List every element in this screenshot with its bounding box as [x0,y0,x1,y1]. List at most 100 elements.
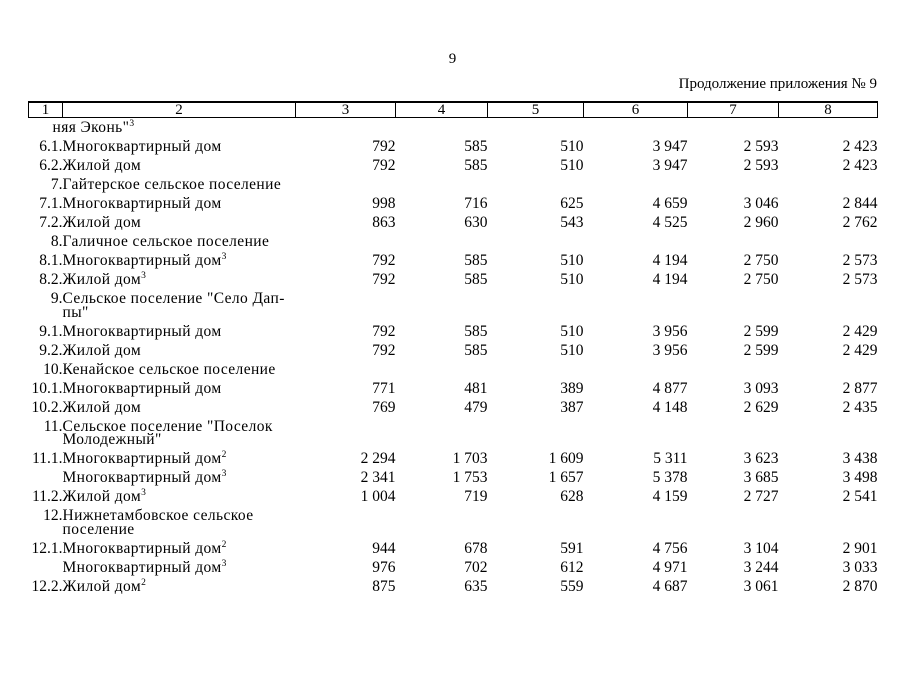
value-cell: 4 756 [652,539,688,557]
row-number: 9.2. [39,341,63,359]
table-row: 8.1. Многоквартирный дом3 792 585 510 4 194 2 … [29,251,878,270]
table-row: 7.1. Многоквартирный дом 998 716 625 4 659 3 0… [29,194,877,213]
value-cell: 2 750 [743,252,779,269]
row-label: Многоквартирный дом2 [63,539,296,558]
value-cell: 585 [464,322,488,340]
value-cell [488,118,584,138]
value-cell [488,417,584,450]
value-cell: 1 004 [360,488,396,505]
row-number: 6.2. [39,157,63,174]
value-cell: 3 623 [743,450,779,467]
value-cell [688,232,779,251]
value-cell: 2 573 [842,252,878,269]
footnote-marker: 2 [141,577,146,588]
value-cell: 625 [560,195,584,212]
section-row: 10. Кенайское сельское поселение [29,360,878,379]
value-cell: 792 [372,138,396,155]
table-row: 12.1. Многоквартирный дом2 944 678 591 4 756 3… [29,539,878,558]
row-label: Сельское поселение "Село Дап- пы" [63,289,296,322]
value-cell: 3 947 [652,138,688,155]
value-cell [688,360,779,379]
row-label-text: Галичное сельское поселение [62,233,270,250]
value-cell: 3 093 [743,379,779,397]
value-cell [584,289,688,322]
value-cell: 510 [560,271,584,288]
footnote-marker: 3 [221,558,227,569]
document-page: 9 Продолжение приложения № 9 1 2 3 4 5 6… [28,51,878,596]
value-cell [488,289,584,322]
value-cell: 4 659 [652,195,688,212]
value-cell [688,417,779,450]
value-cell [296,506,396,539]
row-number: 9. [50,290,63,307]
value-cell: 863 [372,214,396,231]
footnote-marker: 3 [141,270,146,281]
value-cell: 2 423 [842,138,878,155]
row-label-text: Многоквартирный дом [62,379,222,397]
footnote-marker: 3 [129,118,135,129]
row-label: няя Эконь"3 [53,118,296,138]
table-row: Многоквартирный дом3 2 341 1 753 1 657 5 378… [29,468,878,487]
value-cell: 2 541 [842,488,878,505]
value-cell [779,232,878,251]
row-number: 10. [43,360,63,378]
value-cell [488,232,584,251]
row-label: Жилой дом2 [63,577,296,596]
row-number: 7. [50,176,63,193]
value-cell: 1 703 [452,450,488,467]
row-label: Гайтерское сельское поселение [63,175,296,194]
row-label-text: Гайтерское сельское поселение [62,176,282,193]
row-number: 7.1. [39,195,63,212]
value-cell: 585 [464,271,488,288]
row-label-text: Жилой дом [62,398,142,416]
column-header-4: 4 [395,101,488,118]
value-cell: 2 593 [743,157,779,174]
value-cell [488,360,584,379]
value-cell: 1 753 [452,469,488,486]
value-cell [779,506,878,539]
value-cell: 628 [560,488,584,505]
row-number: 8.1. [39,252,63,269]
section-row: 11. Сельское поселение "Поселок Молодежны… [29,417,878,450]
value-cell: 585 [464,341,488,359]
value-cell [296,360,396,379]
row-number: 8.2. [39,271,63,288]
row-number [29,558,63,577]
value-cell: 2 341 [360,469,396,486]
value-cell [296,232,396,251]
value-cell: 3 956 [652,341,688,359]
value-cell [396,175,488,194]
page-number: 9 [448,51,457,67]
row-number: 6.1. [39,138,63,155]
footnote-marker: 3 [221,251,227,262]
value-cell [779,118,878,138]
value-cell: 510 [560,157,584,174]
value-cell: 630 [464,214,488,231]
row-label-text: Жилой дом [62,341,142,359]
value-cell: 510 [560,341,584,359]
value-cell: 702 [464,558,488,576]
value-cell: 559 [560,577,584,595]
value-cell: 769 [372,398,396,416]
row-number: 11.2. [32,488,63,505]
row-label: Многоквартирный дом [63,379,296,398]
value-cell [779,360,878,379]
value-cell: 792 [372,271,396,288]
value-cell: 510 [560,138,584,155]
value-cell: 3 244 [743,558,779,576]
value-cell: 3 046 [743,195,779,212]
section-row: 8. Галичное сельское поселение [29,232,878,251]
value-cell: 510 [560,252,584,269]
value-cell: 3 033 [842,558,878,576]
value-cell [584,232,688,251]
value-cell [396,289,488,322]
row-label-text: Многоквартирный дом [62,450,222,467]
value-cell: 612 [560,558,584,576]
value-cell: 2 750 [743,271,779,288]
value-cell: 2 435 [842,398,878,416]
value-cell: 510 [560,322,584,340]
value-cell: 2 294 [360,450,396,467]
value-cell [488,506,584,539]
row-label: Сельское поселение "Поселок Молодежный" [63,417,296,450]
value-cell: 585 [464,138,488,155]
